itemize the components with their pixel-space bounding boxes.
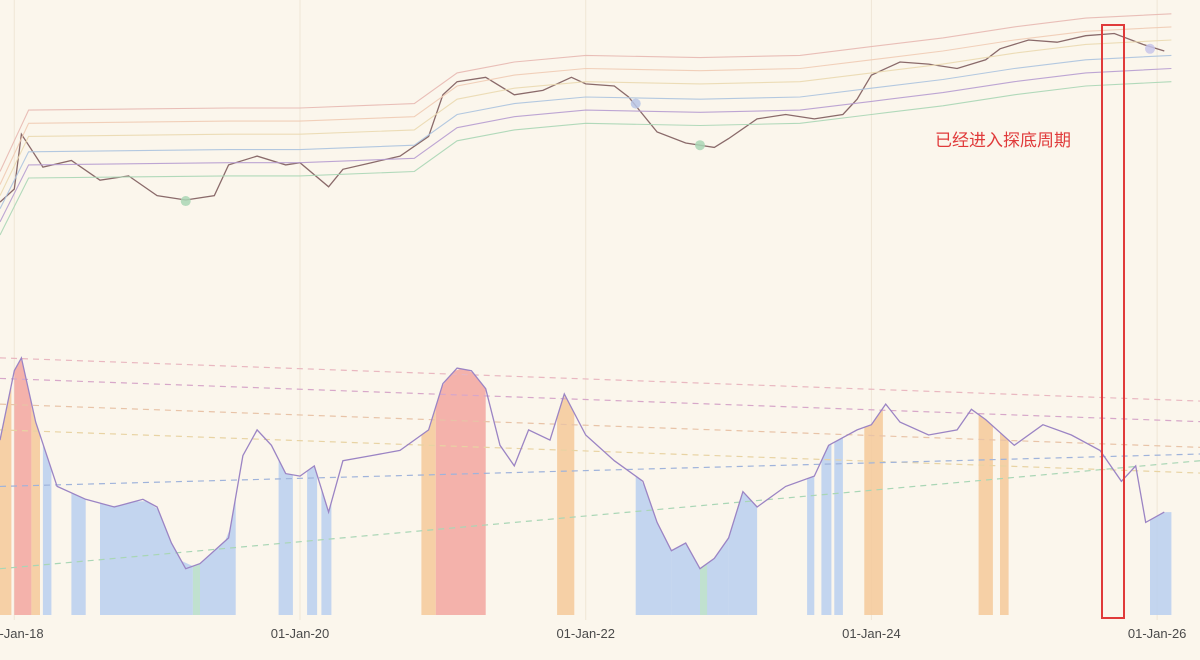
series-line-band_3 — [0, 39, 1172, 196]
zone-blue-11 — [821, 443, 832, 615]
dashed-line-2 — [0, 403, 1200, 448]
x-axis: 01-Jan-18 01-Jan-20 01-Jan-22 01-Jan-24 01-J… — [0, 626, 1186, 641]
dashed-line-3 — [0, 429, 1200, 474]
zone-blue-6 — [321, 489, 332, 615]
zone-blue-12 — [834, 437, 843, 615]
x-tick-label-1: 01-Jan-20 — [271, 626, 330, 641]
annotation-text: 已经进入探底周期 — [935, 131, 1071, 151]
marker-point-3 — [1145, 43, 1155, 54]
zone-blue-10 — [807, 476, 815, 615]
zone-red-0 — [14, 359, 32, 615]
dashed-line-4 — [0, 453, 1200, 488]
zone-orange-0 — [0, 384, 12, 615]
x-tick-label-3: 01-Jan-24 — [842, 626, 901, 641]
dashed-line-5 — [0, 460, 1200, 570]
x-tick-label-4: 01-Jan-26 — [1128, 626, 1187, 641]
x-tick-label-2: 01-Jan-22 — [556, 626, 615, 641]
dashed-line-0 — [0, 357, 1200, 402]
zone-blue-4 — [278, 459, 293, 615]
zone-blue-1 — [71, 492, 86, 615]
zone-blue-9 — [728, 491, 758, 615]
zone-red-1 — [435, 368, 486, 615]
marker-point-0 — [180, 196, 191, 207]
series-line-band_top — [0, 13, 1172, 172]
series-line-band_2 — [0, 26, 1172, 185]
zone-orange-3 — [557, 396, 575, 615]
oscillator-line — [0, 356, 1165, 570]
zone-orange-1 — [31, 402, 40, 615]
lower-panel — [0, 356, 1200, 615]
zone-blue-13 — [1150, 512, 1172, 615]
marker-point-1 — [630, 98, 641, 109]
zone-blue-0 — [42, 443, 52, 615]
zone-green-1 — [700, 563, 708, 615]
zone-orange-4 — [864, 408, 883, 615]
zone-orange-5 — [978, 414, 993, 615]
highlight-box — [1101, 24, 1125, 619]
zone-blue-2 — [100, 501, 193, 615]
series-line-band_4 — [0, 54, 1172, 209]
zone-blue-3 — [192, 496, 236, 615]
zone-orange-2 — [421, 406, 436, 615]
dashed-line-1 — [0, 377, 1200, 423]
zone-blue-7 — [635, 476, 672, 615]
upper-panel — [0, 13, 1172, 236]
marker-point-2 — [695, 140, 705, 151]
series-line-band_bottom — [0, 81, 1172, 236]
series-line-band_5 — [0, 67, 1172, 223]
x-tick-label-0: 01-Jan-18 — [0, 626, 44, 641]
zone-green-0 — [192, 563, 200, 615]
